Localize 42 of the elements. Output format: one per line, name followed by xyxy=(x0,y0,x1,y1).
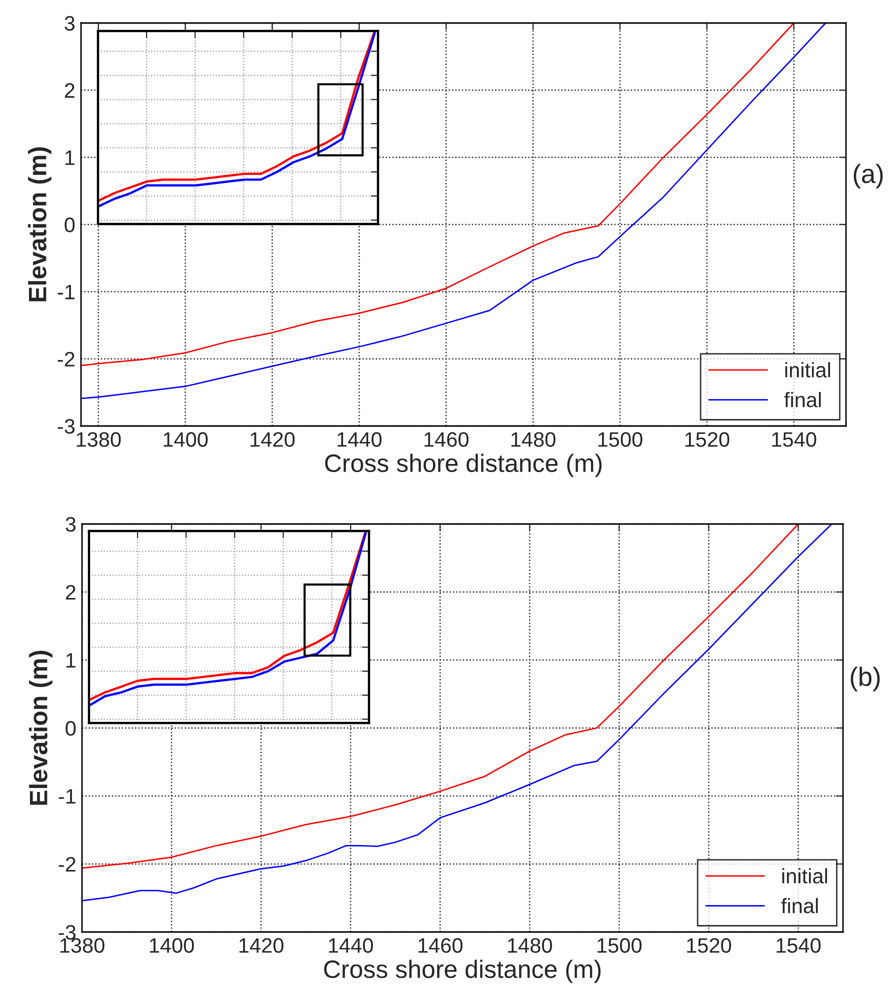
y-tick-label: -2 xyxy=(58,857,76,872)
y-tick-label: 3 xyxy=(64,16,75,31)
y-tick-label: -1 xyxy=(58,284,74,300)
text: (a) xyxy=(854,164,883,188)
y-axis-title: Elevation (m) xyxy=(29,650,52,805)
x-tick-label: 1520 xyxy=(685,432,730,447)
x-tick-label: 1460 xyxy=(418,938,462,953)
y-tick-label: -1 xyxy=(58,789,76,804)
y-tick-label: 3 xyxy=(66,517,76,532)
x-axis-title: Cross shore distance (m) xyxy=(324,960,601,984)
y-tick-label: 1 xyxy=(66,653,76,668)
y-tick-label: 1 xyxy=(65,150,74,165)
x-tick-label: 1540 xyxy=(772,432,816,447)
x-tick-label: 1380 xyxy=(60,938,104,953)
x-tick-label: 1520 xyxy=(687,938,732,953)
legend-label: initial xyxy=(785,362,830,378)
x-tick-label: 1400 xyxy=(150,938,194,953)
x-tick-label: 1460 xyxy=(424,432,468,447)
x-tick-label: 1500 xyxy=(598,938,642,953)
y-tick-label: -3 xyxy=(58,419,75,434)
x-tick-label: 1500 xyxy=(598,432,642,447)
x-tick-label: 1480 xyxy=(511,432,556,447)
x-tick-label: 1440 xyxy=(338,432,382,447)
text: (b) xyxy=(850,666,880,692)
y-tick-label: 2 xyxy=(66,585,76,600)
x-axis-title: Cross shore distance (m) xyxy=(325,454,602,478)
legend-label: final xyxy=(784,392,821,408)
x-tick-label: 1420 xyxy=(239,938,284,953)
y-tick-label: -3 xyxy=(58,925,76,940)
y-tick-label: 2 xyxy=(64,83,74,98)
y-axis-title: Elevation (m) xyxy=(28,147,52,302)
y-tick-label: 0 xyxy=(64,218,75,232)
x-tick-label: 1440 xyxy=(329,938,373,953)
legend-label: initial xyxy=(782,868,828,884)
x-tick-label: 1380 xyxy=(76,432,121,447)
x-tick-label: 1480 xyxy=(508,938,552,953)
x-tick-label: 1540 xyxy=(776,938,821,953)
y-tick-label: -2 xyxy=(58,352,74,366)
y-tick-label: 0 xyxy=(66,721,76,736)
legend-label: final xyxy=(781,898,818,914)
x-tick-label: 1400 xyxy=(164,432,208,447)
x-tick-label: 1420 xyxy=(250,432,295,447)
